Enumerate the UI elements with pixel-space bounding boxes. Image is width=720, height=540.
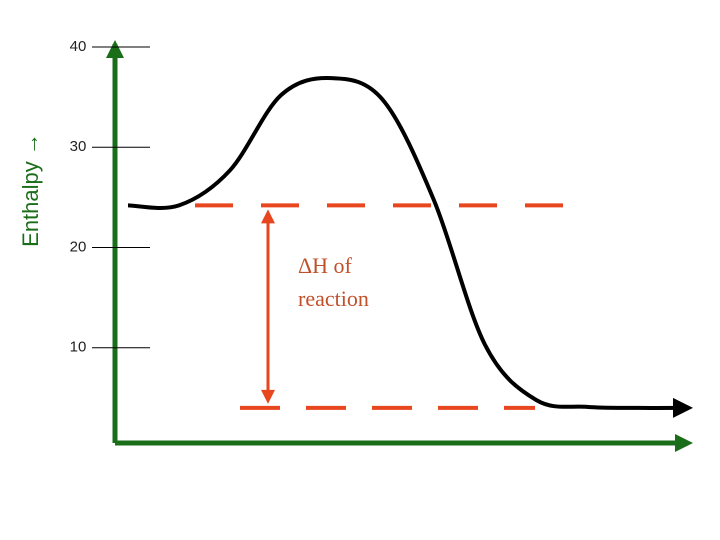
annotation-line: ΔH of xyxy=(298,253,353,278)
y-axis-arrow xyxy=(106,40,124,58)
enthalpy-curve xyxy=(127,75,693,418)
x-axis-arrow xyxy=(675,434,693,452)
y-tick-label: 20 xyxy=(70,238,87,255)
delta-h-arrowhead xyxy=(261,209,275,224)
y-tick-label: 30 xyxy=(70,138,87,155)
delta-h-arrowhead xyxy=(261,389,275,404)
y-tick-label: 10 xyxy=(70,339,87,356)
annotation: ΔH of reaction xyxy=(298,253,369,311)
y-tick-label: 40 xyxy=(70,38,87,55)
y-axis-label: Enthalpy → xyxy=(18,133,43,247)
annotation-line: reaction xyxy=(298,286,369,311)
